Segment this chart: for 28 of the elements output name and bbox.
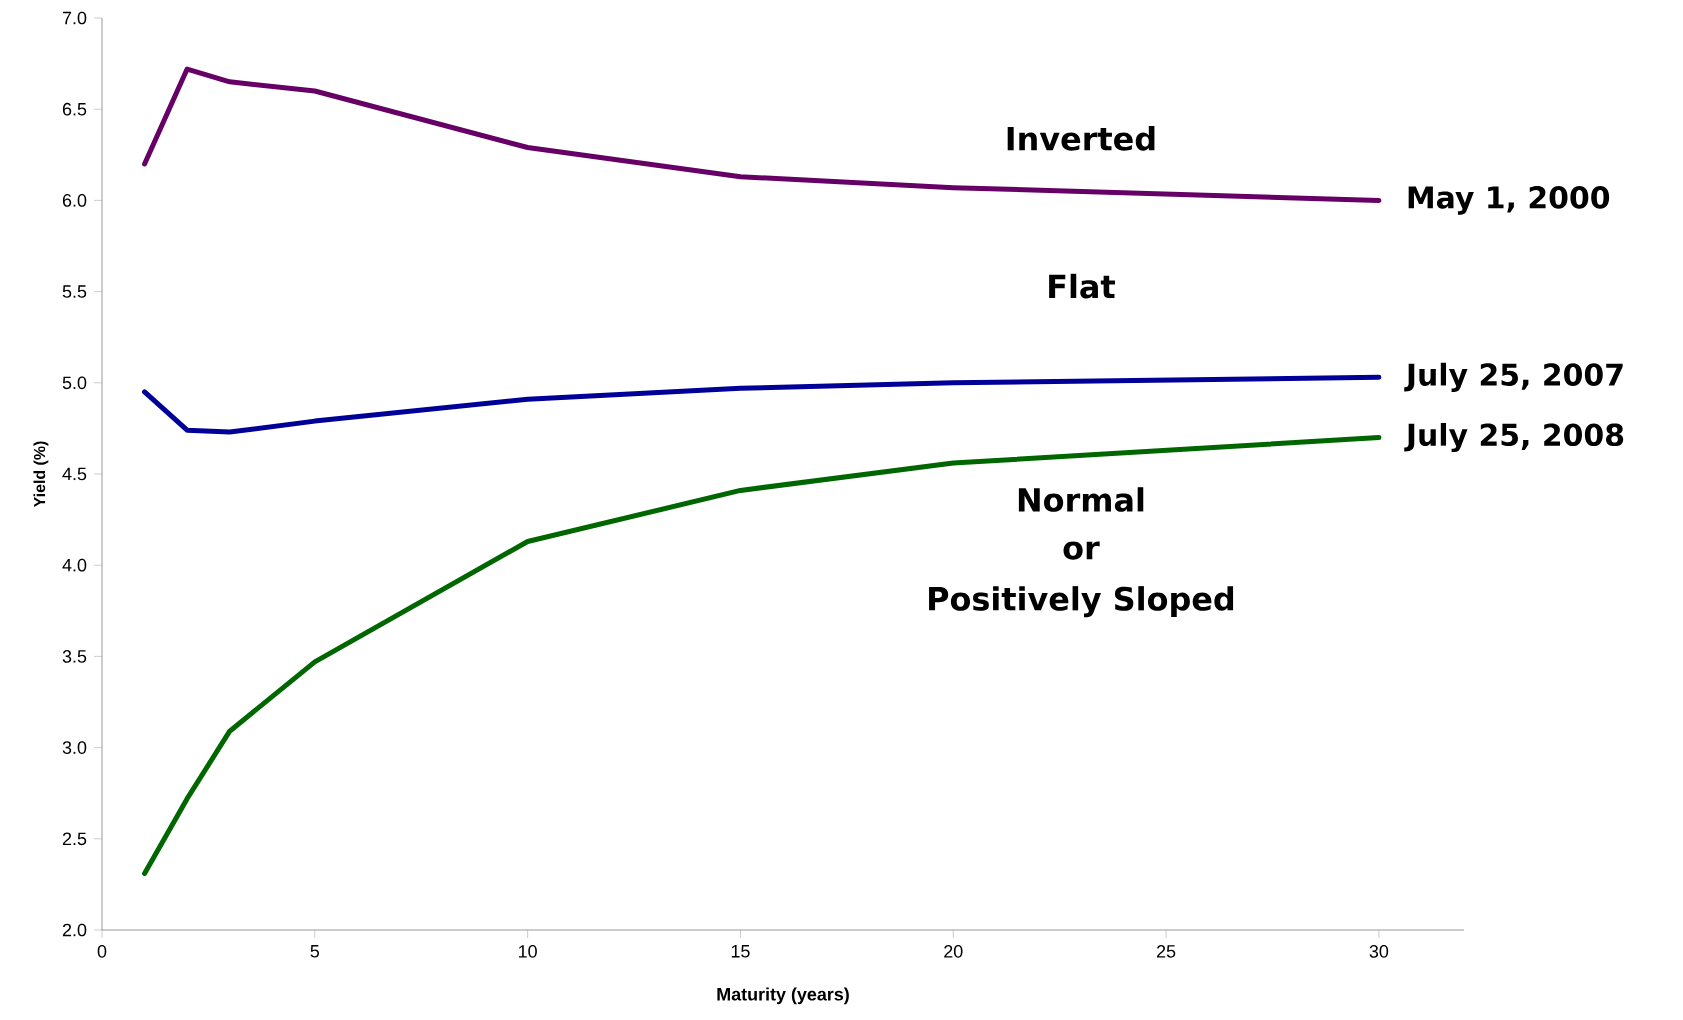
x-tick-label: 0 [97, 945, 107, 958]
x-axis-title: Maturity (years) [717, 987, 849, 1005]
x-tick-label: 25 [1157, 945, 1176, 958]
annotation: Positively Sloped [929, 586, 1234, 618]
y-tick-label: 5.0 [62, 376, 87, 390]
x-tick-label: 5 [310, 945, 320, 958]
y-tick-label: 4.5 [62, 467, 87, 481]
y-tick-label: 3.0 [62, 741, 87, 754]
y-tick-label: 2.0 [62, 923, 87, 937]
x-tick-label: 15 [731, 945, 750, 958]
series-label: July 25, 2008 [1404, 422, 1624, 453]
y-tick-label: 5.5 [62, 285, 87, 298]
annotation: Flat [1049, 273, 1115, 299]
series-label: July 25, 2007 [1404, 362, 1623, 392]
annotation: Inverted [1007, 126, 1155, 151]
y-tick-label: 6.0 [62, 194, 87, 207]
x-tick-label: 30 [1369, 945, 1389, 958]
y-tick-label: 6.5 [62, 102, 87, 116]
y-tick-label: 3.5 [62, 650, 87, 663]
x-tick-label: 10 [519, 945, 537, 958]
y-tick-label: 4.0 [62, 558, 87, 572]
y-tick-label: 7.0 [62, 11, 87, 25]
x-tick-label: 20 [944, 945, 963, 958]
annotation: Normal [1018, 487, 1144, 512]
y-tick-label: 2.5 [62, 832, 87, 846]
series-label: May 1, 2000 [1408, 186, 1610, 215]
y-axis-title: Yield (%) [33, 441, 49, 508]
annotation: or [1063, 541, 1100, 560]
